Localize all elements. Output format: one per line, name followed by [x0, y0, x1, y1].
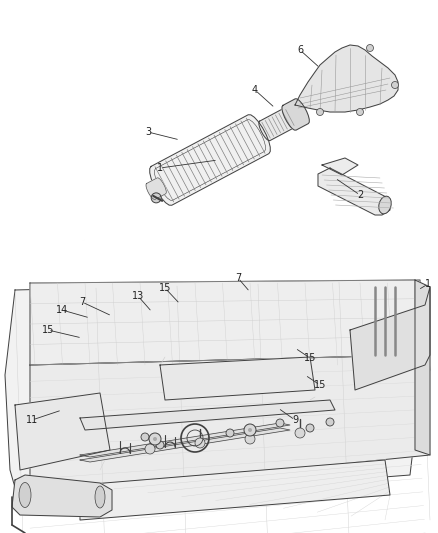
Polygon shape	[5, 280, 429, 505]
Polygon shape	[149, 115, 270, 205]
Polygon shape	[317, 168, 389, 215]
Circle shape	[151, 193, 161, 203]
Circle shape	[145, 444, 155, 454]
Circle shape	[148, 433, 161, 445]
Text: 6: 6	[296, 45, 302, 55]
Text: 2: 2	[356, 190, 362, 200]
Text: 9: 9	[291, 415, 297, 425]
Polygon shape	[321, 158, 357, 175]
Text: 14: 14	[56, 305, 68, 315]
Circle shape	[244, 424, 255, 436]
Polygon shape	[30, 355, 429, 495]
Text: 1: 1	[424, 279, 430, 289]
Ellipse shape	[95, 486, 105, 508]
Polygon shape	[80, 423, 290, 457]
Circle shape	[244, 434, 254, 444]
Polygon shape	[146, 178, 166, 199]
Polygon shape	[294, 45, 397, 112]
Polygon shape	[258, 107, 297, 141]
Text: 1: 1	[156, 163, 162, 173]
Polygon shape	[281, 99, 308, 130]
Text: 3: 3	[145, 127, 151, 137]
Polygon shape	[80, 428, 290, 462]
Text: 15: 15	[313, 380, 325, 390]
Circle shape	[247, 428, 251, 432]
Polygon shape	[15, 393, 110, 470]
Circle shape	[194, 438, 205, 448]
Text: 15: 15	[42, 325, 54, 335]
Circle shape	[141, 433, 148, 441]
Circle shape	[276, 419, 283, 427]
Circle shape	[356, 109, 363, 116]
Circle shape	[155, 441, 164, 449]
Text: 11: 11	[26, 415, 38, 425]
Circle shape	[316, 109, 323, 116]
Ellipse shape	[378, 196, 390, 214]
Circle shape	[294, 428, 304, 438]
Polygon shape	[80, 460, 389, 520]
Text: 15: 15	[159, 283, 171, 293]
Text: 7: 7	[234, 273, 240, 283]
Circle shape	[305, 424, 313, 432]
Polygon shape	[159, 357, 314, 400]
Polygon shape	[12, 475, 112, 517]
Polygon shape	[80, 400, 334, 430]
Text: 15: 15	[303, 353, 315, 363]
Polygon shape	[414, 280, 429, 455]
Circle shape	[325, 418, 333, 426]
Text: 13: 13	[131, 291, 144, 301]
Circle shape	[391, 82, 398, 88]
Polygon shape	[349, 287, 429, 390]
Circle shape	[366, 44, 373, 52]
Circle shape	[153, 437, 157, 441]
Text: 7: 7	[79, 297, 85, 307]
Circle shape	[226, 429, 233, 437]
Ellipse shape	[19, 482, 31, 507]
Polygon shape	[30, 280, 414, 365]
Text: 4: 4	[251, 85, 258, 95]
